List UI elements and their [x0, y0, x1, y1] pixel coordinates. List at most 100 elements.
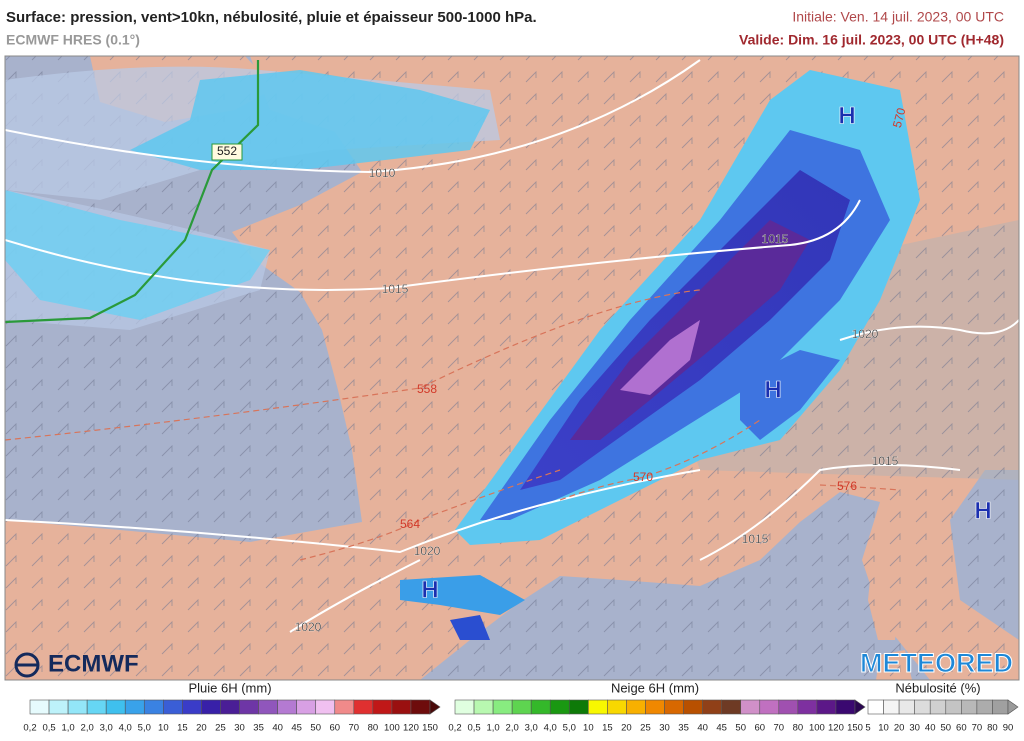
legend-swatch	[626, 699, 646, 715]
legend-swatch	[883, 699, 900, 715]
thickness-label-box	[211, 143, 243, 161]
thickness-label: 576	[837, 479, 857, 493]
legend-swatch	[549, 699, 570, 715]
legend-swatch	[961, 699, 978, 715]
legend-swatch	[334, 699, 355, 715]
legend-swatch	[258, 699, 278, 715]
front	[5, 60, 260, 324]
legend-swatch	[277, 699, 297, 715]
legend-label: 40	[697, 723, 708, 734]
legend-label: 0,2	[23, 723, 36, 734]
legend-label: 30	[234, 723, 245, 734]
legend-swatch	[945, 699, 962, 715]
legend-label: 150	[847, 723, 863, 734]
legend-label: 150	[422, 723, 438, 734]
legend-arrow	[429, 699, 441, 715]
legend-label: 1,0	[486, 723, 499, 734]
legend-swatch	[992, 699, 1009, 715]
legend-label: 60	[956, 723, 967, 734]
legend-label: 2,0	[506, 723, 519, 734]
legend-swatch	[702, 699, 722, 715]
legend-label: 25	[215, 723, 226, 734]
legend-swatch	[867, 699, 884, 715]
legend-label: 80	[793, 723, 804, 734]
legend-label: 80	[987, 723, 998, 734]
legend-label: 3,0	[100, 723, 113, 734]
legend-swatch	[143, 699, 164, 715]
rain-area	[5, 190, 270, 320]
legend-swatch	[898, 699, 915, 715]
thickness-label: 552	[217, 144, 237, 158]
high-pressure: H	[838, 102, 855, 129]
isobar-label: 1010	[369, 166, 396, 180]
legend-label: 0,5	[467, 723, 480, 734]
legend-swatch	[683, 699, 703, 715]
legend-label: 10	[878, 723, 889, 734]
legend-label: 5	[865, 723, 870, 734]
map	[5, 56, 1019, 680]
legend-swatch	[163, 699, 183, 715]
legend-swatch	[391, 699, 412, 715]
legend-label: 5,0	[138, 723, 151, 734]
legend-swatch	[914, 699, 931, 715]
legend-label: 35	[253, 723, 264, 734]
legend-label: 70	[349, 723, 360, 734]
legend-swatch	[721, 699, 742, 715]
legend-label: 70	[972, 723, 983, 734]
legend-swatch	[797, 699, 818, 715]
legend-label: 70	[774, 723, 785, 734]
isobar-label: 1020	[852, 327, 879, 341]
legend-label: 5,0	[563, 723, 576, 734]
legend-label: 4,0	[119, 723, 132, 734]
legend-swatch	[568, 699, 589, 715]
legend-swatch	[220, 699, 240, 715]
legend-label: 3,0	[525, 723, 538, 734]
rain-area	[450, 615, 490, 640]
isobar-label: 1015	[762, 232, 789, 246]
legend-swatch	[454, 699, 475, 715]
legend-label: 40	[925, 723, 936, 734]
legend-swatch	[29, 699, 50, 715]
legend-label: 10	[583, 723, 594, 734]
legend-swatch	[86, 699, 107, 715]
legend-swatch	[473, 699, 494, 715]
isobar-label: 1015	[742, 532, 769, 546]
legend-swatch	[124, 699, 145, 715]
legend-swatch	[48, 699, 69, 715]
legend-label: 45	[291, 723, 302, 734]
title: Surface: pression, vent>10kn, nébulosité…	[6, 9, 537, 26]
legend-swatch	[664, 699, 684, 715]
legend-label: 50	[735, 723, 746, 734]
model: ECMWF HRES (0.1°)	[6, 32, 140, 48]
legend-label: 45	[716, 723, 727, 734]
legend-swatch	[588, 699, 608, 715]
legend-label: 4,0	[544, 723, 557, 734]
legend-swatch	[530, 699, 551, 715]
legend-label: 0,5	[42, 723, 55, 734]
high-pressure: H	[764, 376, 781, 403]
legend-label: 120	[403, 723, 419, 734]
logo-left: ECMWF	[48, 650, 139, 677]
legend-swatch	[353, 699, 374, 715]
map-labels: 1010 1015 1020 1020 1015 1015 1020 1015 552 558 56…	[211, 102, 992, 634]
legend-swatch	[410, 699, 431, 715]
legend-title: Neige 6H (mm)	[611, 680, 699, 695]
legend-swatch	[929, 699, 947, 715]
legend-label: 25	[640, 723, 651, 734]
legend-swatch	[740, 699, 761, 715]
legend-label: 50	[940, 723, 951, 734]
legend-label: 90	[1003, 723, 1014, 734]
legend-label: 100	[384, 723, 400, 734]
logo-left-icon	[14, 652, 40, 678]
legend-label: 30	[659, 723, 670, 734]
valid-time: Valide: Dim. 16 juil. 2023, 00 UTC (H+48…	[739, 32, 1004, 48]
legend-swatch	[778, 699, 799, 715]
initial-time: Initiale: Ven. 14 juil. 2023, 00 UTC	[792, 9, 1004, 25]
legend-label: 10	[158, 723, 169, 734]
high-pressure: H	[974, 497, 991, 524]
legend: Pluie 6H (mm) 0,2 0,5 1,0 2,0 3,0 4,0 5,0 10 15 20…	[23, 680, 1019, 734]
isobars	[5, 59, 1019, 633]
legend-swatch	[67, 699, 88, 715]
